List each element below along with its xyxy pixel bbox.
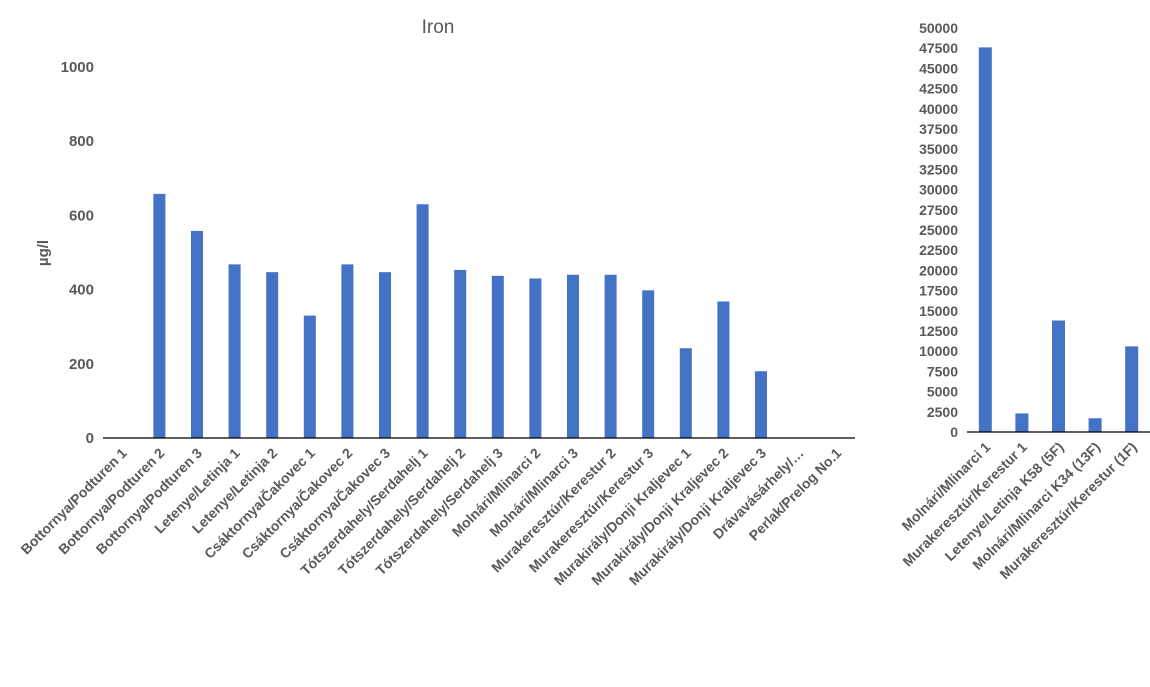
y-tick-label: 37500 bbox=[919, 121, 958, 137]
y-tick-label: 17500 bbox=[919, 283, 958, 299]
bar bbox=[529, 278, 542, 438]
bar bbox=[978, 47, 992, 432]
y-tick-label: 27500 bbox=[919, 202, 958, 218]
y-tick-label: 800 bbox=[69, 133, 94, 150]
bar bbox=[1052, 320, 1065, 432]
y-tick-label: 1000 bbox=[61, 59, 94, 76]
y-tick-label: 40000 bbox=[919, 101, 958, 117]
y-tick-label: 30000 bbox=[919, 182, 958, 198]
y-tick-label: 15000 bbox=[919, 303, 958, 319]
y-tick-label: 7500 bbox=[927, 363, 958, 379]
bar bbox=[1125, 346, 1139, 432]
y-tick-label: 2500 bbox=[927, 404, 958, 420]
bar bbox=[567, 274, 579, 438]
bar bbox=[303, 315, 316, 438]
y-tick-label: 47500 bbox=[919, 40, 958, 56]
bar bbox=[341, 264, 354, 438]
y-tick-label: 0 bbox=[86, 430, 94, 447]
bar bbox=[416, 204, 429, 438]
y-tick-label: 42500 bbox=[919, 81, 958, 97]
y-tick-label: 0 bbox=[950, 424, 958, 440]
bar bbox=[266, 272, 279, 438]
bar bbox=[679, 348, 692, 438]
bar bbox=[604, 274, 617, 438]
bar bbox=[755, 371, 767, 438]
y-tick-label: 35000 bbox=[919, 141, 958, 157]
bar bbox=[1015, 413, 1029, 432]
bar bbox=[228, 264, 241, 438]
y-tick-label: 32500 bbox=[919, 161, 958, 177]
bar bbox=[491, 275, 504, 438]
bar bbox=[642, 290, 655, 438]
bar bbox=[1088, 418, 1102, 432]
right-bar-plot: 0 2500 5000 7500 10000 12500 15000 17500 20000 22… bbox=[898, 20, 1150, 582]
y-axis-label: µg/l bbox=[35, 240, 52, 266]
y-tick-label: 5000 bbox=[927, 384, 958, 400]
y-tick-label: 25000 bbox=[919, 222, 958, 238]
y-tick-label: 22500 bbox=[919, 242, 958, 258]
y-tick-label: 50000 bbox=[919, 20, 958, 36]
y-tick-label: 20000 bbox=[919, 262, 958, 278]
y-tick-label: 600 bbox=[69, 207, 94, 224]
bar bbox=[454, 269, 467, 438]
chart-title: Iron bbox=[422, 17, 455, 38]
bar bbox=[717, 301, 730, 438]
y-tick-label: 200 bbox=[69, 356, 94, 373]
bar bbox=[191, 230, 203, 438]
bar bbox=[153, 193, 166, 438]
y-tick-label: 400 bbox=[69, 282, 94, 299]
y-tick-label: 12500 bbox=[919, 323, 958, 339]
bar bbox=[379, 272, 391, 438]
y-tick-label: 10000 bbox=[919, 343, 958, 359]
y-tick-label: 45000 bbox=[919, 60, 958, 76]
